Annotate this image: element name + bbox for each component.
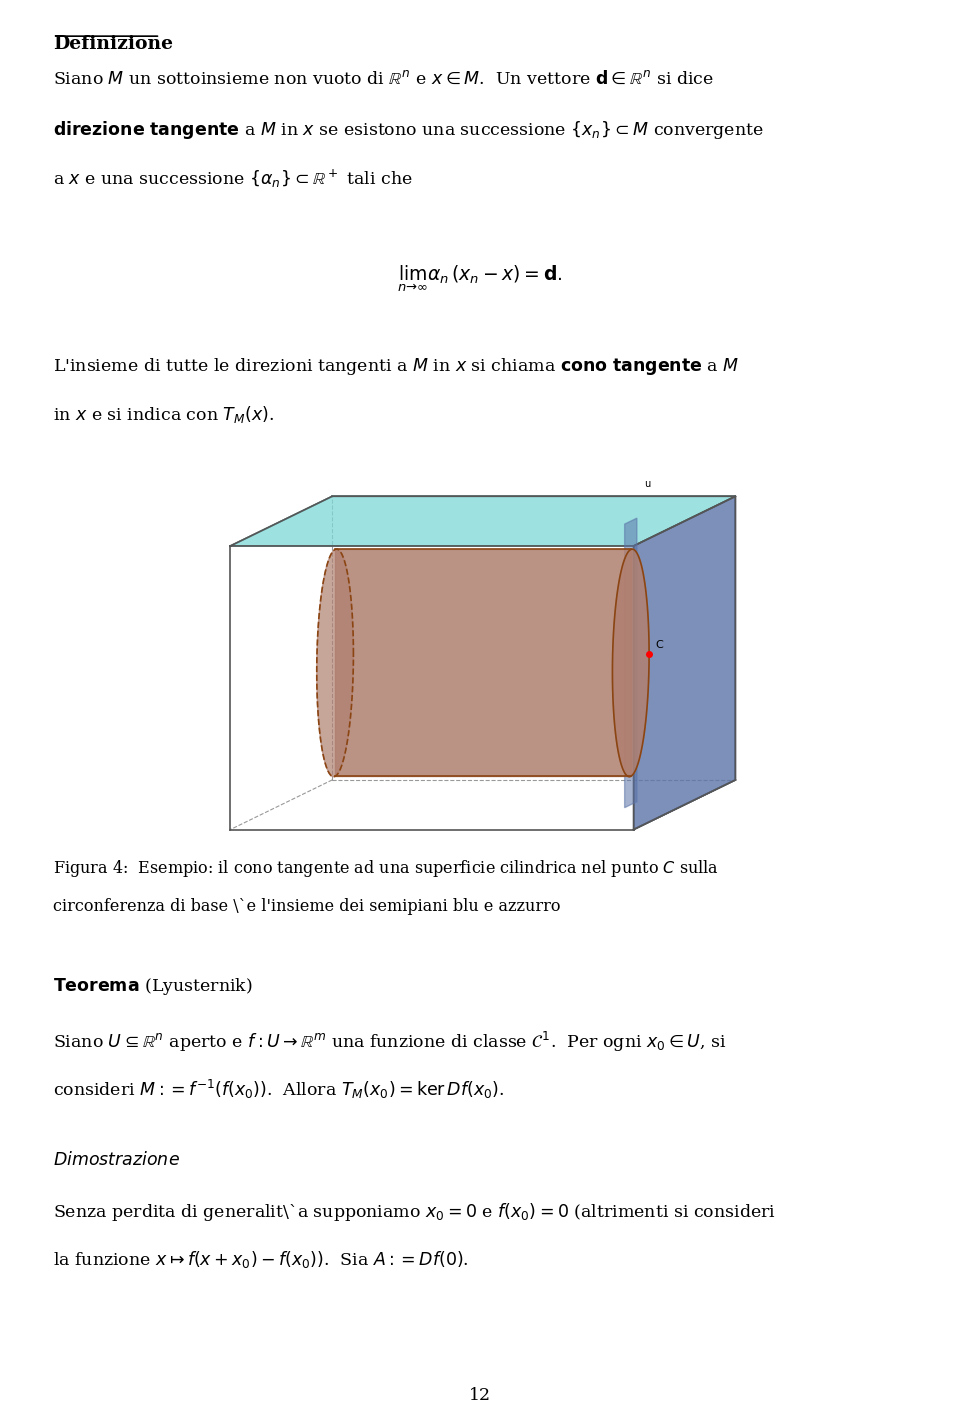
Text: $\lim_{n \to \infty} \alpha_n(x_n - x) = \mathbf{d}.$: $\lim_{n \to \infty} \alpha_n(x_n - x) =… [397, 264, 563, 294]
Text: Siano $U \subseteq \mathbb{R}^n$ aperto e $f : U \to \mathbb{R}^m$ una funzione : Siano $U \subseteq \mathbb{R}^n$ aperto … [53, 1029, 727, 1054]
Text: $\mathit{Dimostrazione}$: $\mathit{Dimostrazione}$ [53, 1151, 180, 1170]
Text: Senza perdita di generalit\`a supponiamo $x_0 = 0$ e $f(x_0) = 0$ (altrimenti si: Senza perdita di generalit\`a supponiamo… [53, 1201, 776, 1224]
Text: Siano $M$ un sottoinsieme non vuoto di $\mathbb{R}^n$ e $x \in M$.  Un vettore $: Siano $M$ un sottoinsieme non vuoto di $… [53, 71, 713, 88]
Text: L'insieme di tutte le direzioni tangenti a $M$ in $x$ si chiama $\mathbf{cono\ t: L'insieme di tutte le direzioni tangenti… [53, 356, 739, 377]
Text: C: C [656, 641, 663, 651]
Polygon shape [612, 549, 649, 777]
Text: $\mathbf{Teorema}$ (Lyusternik): $\mathbf{Teorema}$ (Lyusternik) [53, 976, 252, 997]
Polygon shape [317, 549, 353, 777]
Text: Definizione: Definizione [53, 35, 173, 54]
Text: a $x$ e una successione $\{\alpha_n\} \subset \mathbb{R}^+$ tali che: a $x$ e una successione $\{\alpha_n\} \s… [53, 167, 413, 190]
Text: u: u [644, 479, 650, 489]
Polygon shape [335, 549, 631, 777]
Text: consideri $M := f^{-1}(f(x_0))$.  Allora $T_M(x_0) = \ker Df(x_0)$.: consideri $M := f^{-1}(f(x_0))$. Allora … [53, 1078, 504, 1100]
Text: in $x$ e si indica con $T_M(x)$.: in $x$ e si indica con $T_M(x)$. [53, 404, 274, 425]
Polygon shape [634, 496, 735, 830]
Text: $\mathbf{direzione\ tangente}$ a $M$ in $x$ se esistono una successione $\{x_n\}: $\mathbf{direzione\ tangente}$ a $M$ in … [53, 119, 763, 142]
Polygon shape [230, 496, 735, 546]
Polygon shape [625, 518, 636, 808]
Text: Figura 4:  Esempio: il cono tangente ad una superficie cilindrica nel punto $C$ : Figura 4: Esempio: il cono tangente ad u… [53, 858, 719, 879]
Text: la funzione $x \mapsto f(x + x_0) - f(x_0))$.  Sia $A := Df(0)$.: la funzione $x \mapsto f(x + x_0) - f(x_… [53, 1249, 468, 1271]
Text: 12: 12 [468, 1387, 492, 1404]
Text: circonferenza di base \`e l'insieme dei semipiani blu e azzurro: circonferenza di base \`e l'insieme dei … [53, 898, 561, 915]
